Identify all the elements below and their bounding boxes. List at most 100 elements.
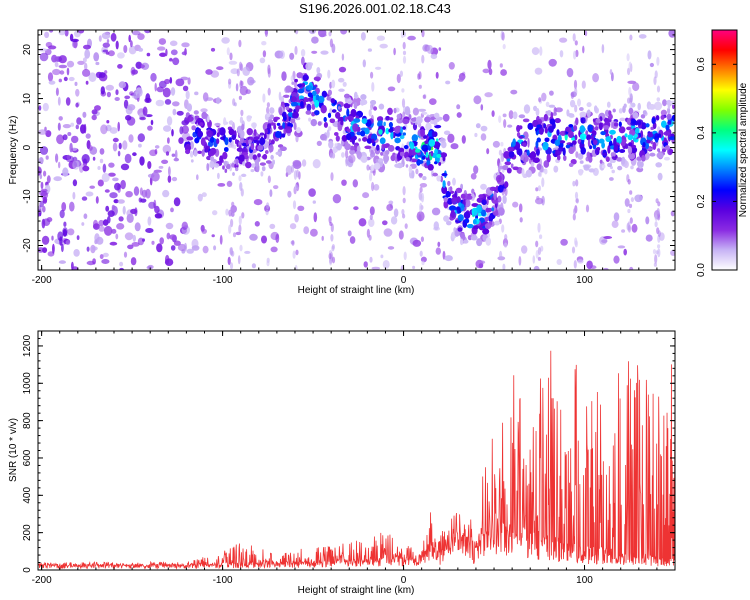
heatmap-cell [616,157,623,162]
heatmap-cell [40,191,49,200]
heatmap-cell [41,218,46,229]
heatmap-cell [592,118,596,123]
heatmap-cell [116,223,125,230]
heatmap-cell [610,166,613,170]
heatmap-cell [484,223,492,230]
heatmap-cell [645,216,650,225]
heatmap-cell [173,197,181,207]
heatmap-cell [657,248,661,258]
heatmap-cell [281,101,285,106]
heatmap-cell [535,187,539,192]
heatmap-cell [575,151,579,159]
heatmap-cell [419,250,423,257]
heatmap-cell [371,82,375,92]
heatmap-cell [554,149,561,156]
heatmap-cell [223,160,228,167]
heatmap-cell [276,122,281,126]
heatmap-cell [148,201,156,209]
heatmap-cell [264,30,268,37]
heatmap-cell [61,243,64,253]
heatmap-cell [259,132,265,136]
heatmap-cell [378,129,383,135]
heatmap-cell [313,76,321,81]
heatmap-cell [396,113,402,119]
heatmap-cell [476,238,483,247]
heatmap-cell [289,52,295,60]
heatmap-cell [158,38,167,45]
heatmap-cell [567,130,574,138]
heatmap-cell [394,163,401,168]
heatmap-cell [566,67,574,78]
heatmap-cell [447,197,453,205]
heatmap-cell [386,204,394,211]
heatmap-cell [85,133,91,139]
heatmap-cell [254,221,260,227]
heatmap-cell [38,105,42,111]
heatmap-cell [291,92,298,98]
heatmap-cell [564,132,568,141]
heatmap-cell [102,252,109,258]
heatmap-cell [527,138,530,148]
heatmap-cell [120,179,126,190]
heatmap-cell [442,180,446,189]
heatmap-cell [235,167,239,172]
heatmap-cell [657,244,661,249]
heatmap-cell [174,149,178,160]
heatmap-cell [429,98,437,105]
heatmap-cell [655,132,658,137]
heatmap-cell [58,116,63,121]
heatmap-cell [185,90,190,100]
heatmap-cell [602,152,608,156]
heatmap-cell [512,111,518,120]
heatmap-cell [216,132,220,138]
heatmap-cell [534,67,543,75]
heatmap-cell [251,163,256,168]
heatmap-cell [127,244,134,250]
heatmap-cell [428,139,436,147]
y-tick-label: 10 [22,93,33,105]
heatmap-cell [510,89,518,95]
heatmap-cell [51,235,54,241]
heatmap-cell [41,235,50,245]
heatmap-cell [575,198,579,203]
heatmap-cell [159,237,164,245]
heatmap-cell [242,66,251,77]
heatmap-cell [228,78,232,85]
heatmap-cell [657,230,661,238]
heatmap-cell [396,73,401,84]
heatmap-cell [346,98,353,105]
heatmap-cell [199,122,204,127]
heatmap-cell [254,159,259,168]
heatmap-cell [164,99,172,105]
x-tick-label: 100 [576,275,593,286]
heatmap-cell [65,240,71,245]
heatmap-cell [45,130,52,138]
heatmap-cell [155,99,165,107]
heatmap-cell [523,151,527,157]
heatmap-cell [574,237,578,246]
heatmap-cell [506,158,511,162]
heatmap-cell [197,118,202,122]
heatmap-cell [378,158,384,162]
heatmap-cell [421,156,426,160]
heatmap-cell [282,122,286,129]
heatmap-cell [542,141,549,151]
heatmap-cell [137,237,144,246]
heatmap-cell [546,153,551,163]
heatmap-cell [194,91,199,96]
heatmap-cell [101,32,111,40]
heatmap-cell [653,101,663,111]
heatmap-cell [579,125,586,134]
heatmap-cell [91,246,98,251]
heatmap-cell [424,140,429,145]
heatmap-cell [405,156,411,162]
heatmap-cell [618,121,622,127]
heatmap-cell [242,161,246,166]
heatmap-cell [619,117,626,122]
heatmap-cell [571,246,576,254]
heatmap-cell [446,220,452,226]
heatmap-cell [340,120,344,126]
heatmap-cell [271,139,275,145]
heatmap-cell [383,154,389,163]
heatmap-cell [458,202,462,207]
